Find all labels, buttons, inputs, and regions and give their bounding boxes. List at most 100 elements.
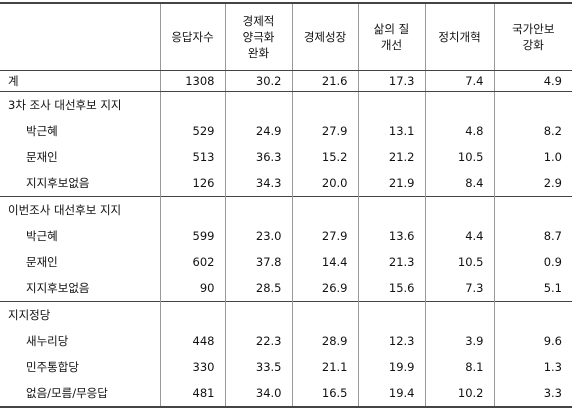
table-row: 지지후보없음 90 28.5 26.9 15.6 7.3 5.1 <box>0 275 572 302</box>
cell: 481 <box>159 380 225 408</box>
column-header: 정치개혁 <box>424 2 494 71</box>
row-label: 문재인 <box>26 150 58 164</box>
group-row: 3차 조사 대선후보 지지 <box>0 91 572 118</box>
group-row: 이번조사 대선후보 지지 <box>0 196 572 223</box>
cell: 33.5 <box>224 354 292 380</box>
cell: 5.1 <box>493 275 572 302</box>
empty-cell <box>291 196 358 223</box>
cell: 10.2 <box>424 380 494 408</box>
table-row: 박근혜 599 23.0 27.9 13.6 4.4 8.7 <box>0 223 572 249</box>
cell: 4.8 <box>424 118 494 144</box>
row-label: 지지후보없음 <box>26 176 90 190</box>
group-title: 지지정당 <box>0 301 160 328</box>
cell: 7.3 <box>424 275 494 302</box>
group-row: 지지정당 <box>0 301 572 328</box>
cell: 12.3 <box>357 328 425 354</box>
cell: 24.9 <box>224 118 292 144</box>
row-label: 박근혜 <box>26 229 58 243</box>
cell: 19.9 <box>357 354 425 380</box>
empty-cell <box>493 196 572 223</box>
cell: 21.1 <box>291 354 358 380</box>
cell: 34.0 <box>224 380 292 408</box>
empty-cell <box>224 196 292 223</box>
cell: 21.6 <box>291 70 358 92</box>
column-header: 삶의 질 개선 <box>357 2 425 71</box>
table-row: 계 1308 30.2 21.6 17.3 7.4 4.9 <box>0 70 572 92</box>
group-title: 3차 조사 대선후보 지지 <box>0 91 160 118</box>
table-row: 지지후보없음 126 34.3 20.0 21.9 8.4 2.9 <box>0 170 572 197</box>
cell: 9.6 <box>493 328 572 354</box>
cell: 8.7 <box>493 223 572 249</box>
empty-cell <box>424 91 494 118</box>
cell: 19.4 <box>357 380 425 408</box>
cell: 448 <box>159 328 225 354</box>
empty-cell <box>357 91 425 118</box>
cell: 126 <box>159 170 225 197</box>
cell: 3.3 <box>493 380 572 408</box>
cell: 2.9 <box>493 170 572 197</box>
table-row: 없음/모름/무응답 481 34.0 16.5 19.4 10.2 3.3 <box>0 380 572 408</box>
column-header: 응답자수 <box>159 2 225 71</box>
row-label: 박근혜 <box>26 124 58 138</box>
cell: 13.1 <box>357 118 425 144</box>
cell: 4.4 <box>424 223 494 249</box>
cell: 513 <box>159 144 225 170</box>
empty-cell <box>493 91 572 118</box>
cell: 20.0 <box>291 170 358 197</box>
cell: 8.2 <box>493 118 572 144</box>
cell: 34.3 <box>224 170 292 197</box>
cell: 15.2 <box>291 144 358 170</box>
table-row: 문재인 513 36.3 15.2 21.2 10.5 1.0 <box>0 144 572 170</box>
empty-cell <box>357 301 425 328</box>
empty-cell <box>159 196 225 223</box>
empty-cell <box>424 301 494 328</box>
cell: 0.9 <box>493 249 572 275</box>
row-label: 새누리당 <box>26 334 69 348</box>
cell: 529 <box>159 118 225 144</box>
cell: 17.3 <box>357 70 425 92</box>
column-header: 국가안보 강화 <box>493 2 572 71</box>
cell: 23.0 <box>224 223 292 249</box>
cell: 30.2 <box>224 70 292 92</box>
cell: 330 <box>159 354 225 380</box>
empty-cell <box>357 196 425 223</box>
table-row: 문재인 602 37.8 14.4 21.3 10.5 0.9 <box>0 249 572 275</box>
cell: 8.4 <box>424 170 494 197</box>
cell: 599 <box>159 223 225 249</box>
cell: 3.9 <box>424 328 494 354</box>
empty-cell <box>224 91 292 118</box>
cell: 27.9 <box>291 118 358 144</box>
empty-cell <box>291 301 358 328</box>
cell: 14.4 <box>291 249 358 275</box>
row-label: 없음/모름/무응답 <box>0 380 160 408</box>
group-title: 이번조사 대선후보 지지 <box>0 196 160 223</box>
cell: 90 <box>159 275 225 302</box>
empty-cell <box>224 301 292 328</box>
cell: 602 <box>159 249 225 275</box>
empty-cell <box>159 301 225 328</box>
header-row: 응답자수 경제적 양극화 완화 경제성장 삶의 질 개선 정치개혁 국가안보 강화 <box>0 2 572 71</box>
row-label: 계 <box>0 70 160 92</box>
cell: 37.8 <box>224 249 292 275</box>
cell: 13.6 <box>357 223 425 249</box>
cell: 4.9 <box>493 70 572 92</box>
table-row: 새누리당 448 22.3 28.9 12.3 3.9 9.6 <box>0 328 572 354</box>
empty-cell <box>493 301 572 328</box>
row-label: 문재인 <box>26 255 58 269</box>
empty-cell <box>424 196 494 223</box>
cell: 1.0 <box>493 144 572 170</box>
column-header: 경제적 양극화 완화 <box>224 2 292 71</box>
cell: 16.5 <box>291 380 358 408</box>
cell: 7.4 <box>424 70 494 92</box>
row-label: 민주통합당 <box>26 360 79 374</box>
cell: 27.9 <box>291 223 358 249</box>
cell: 15.6 <box>357 275 425 302</box>
cell: 10.5 <box>424 144 494 170</box>
cell: 10.5 <box>424 249 494 275</box>
table-row: 박근혜 529 24.9 27.9 13.1 4.8 8.2 <box>0 118 572 144</box>
column-header: 경제성장 <box>291 2 358 71</box>
empty-cell <box>291 91 358 118</box>
cell: 21.9 <box>357 170 425 197</box>
